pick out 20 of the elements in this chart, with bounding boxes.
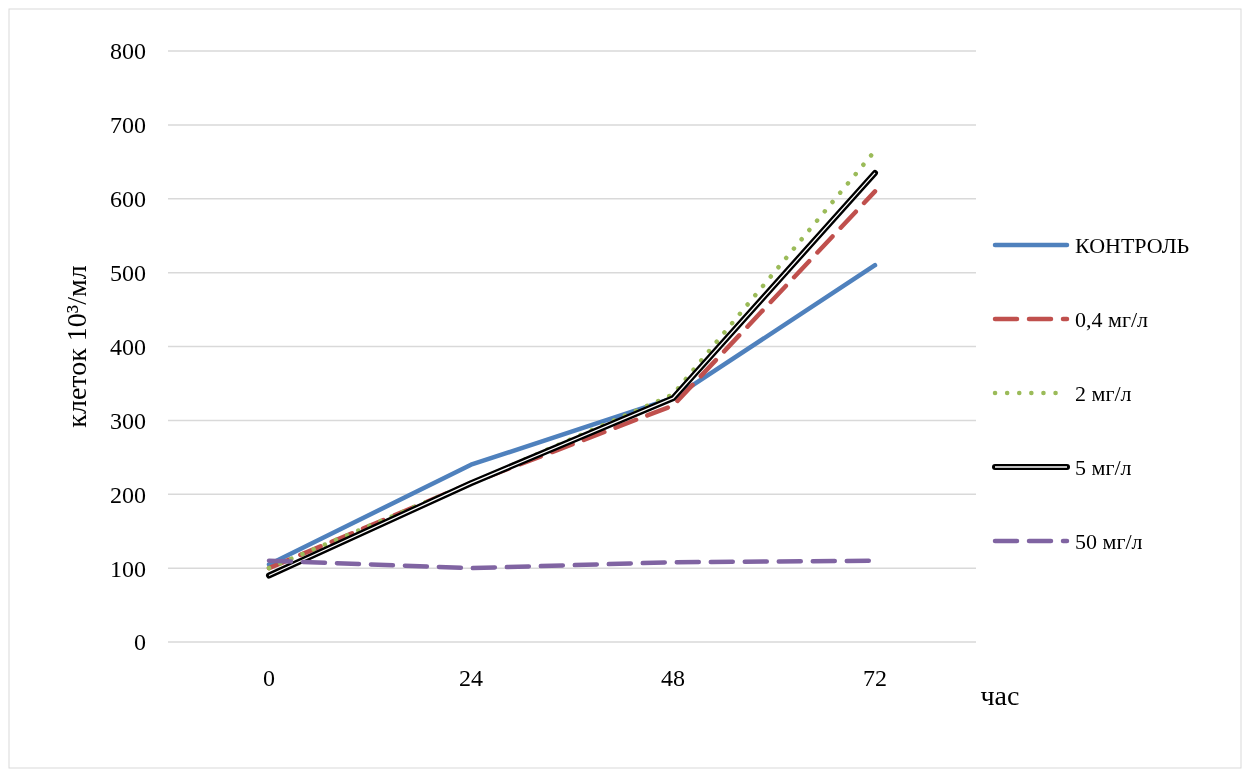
legend-label: 2 мг/л bbox=[1075, 380, 1132, 406]
y-tick-label: 600 bbox=[110, 186, 146, 213]
legend-label: КОНТРОЛЬ bbox=[1075, 232, 1190, 258]
y-tick-label: 0 bbox=[134, 629, 146, 656]
legend-label: 0,4 мг/л bbox=[1075, 306, 1149, 332]
y-tick-label: 700 bbox=[110, 112, 146, 139]
y-axis-title: клеток 10³/мл bbox=[61, 265, 92, 428]
y-tick-label: 500 bbox=[110, 260, 146, 287]
y-tick-label: 300 bbox=[110, 407, 146, 434]
y-tick-label: 400 bbox=[110, 333, 146, 360]
x-tick-label: 72 bbox=[863, 665, 887, 691]
y-tick-label: 200 bbox=[110, 481, 146, 508]
x-tick-label: 0 bbox=[263, 665, 275, 691]
legend-label: 50 мг/л bbox=[1075, 528, 1143, 554]
x-tick-label: 48 bbox=[661, 665, 685, 691]
y-tick-label: 100 bbox=[110, 555, 146, 582]
legend-label: 5 мг/л bbox=[1075, 454, 1132, 480]
x-tick-label: 24 bbox=[459, 665, 483, 691]
x-axis-title: час bbox=[980, 680, 1020, 711]
y-tick-label: 800 bbox=[110, 38, 146, 65]
